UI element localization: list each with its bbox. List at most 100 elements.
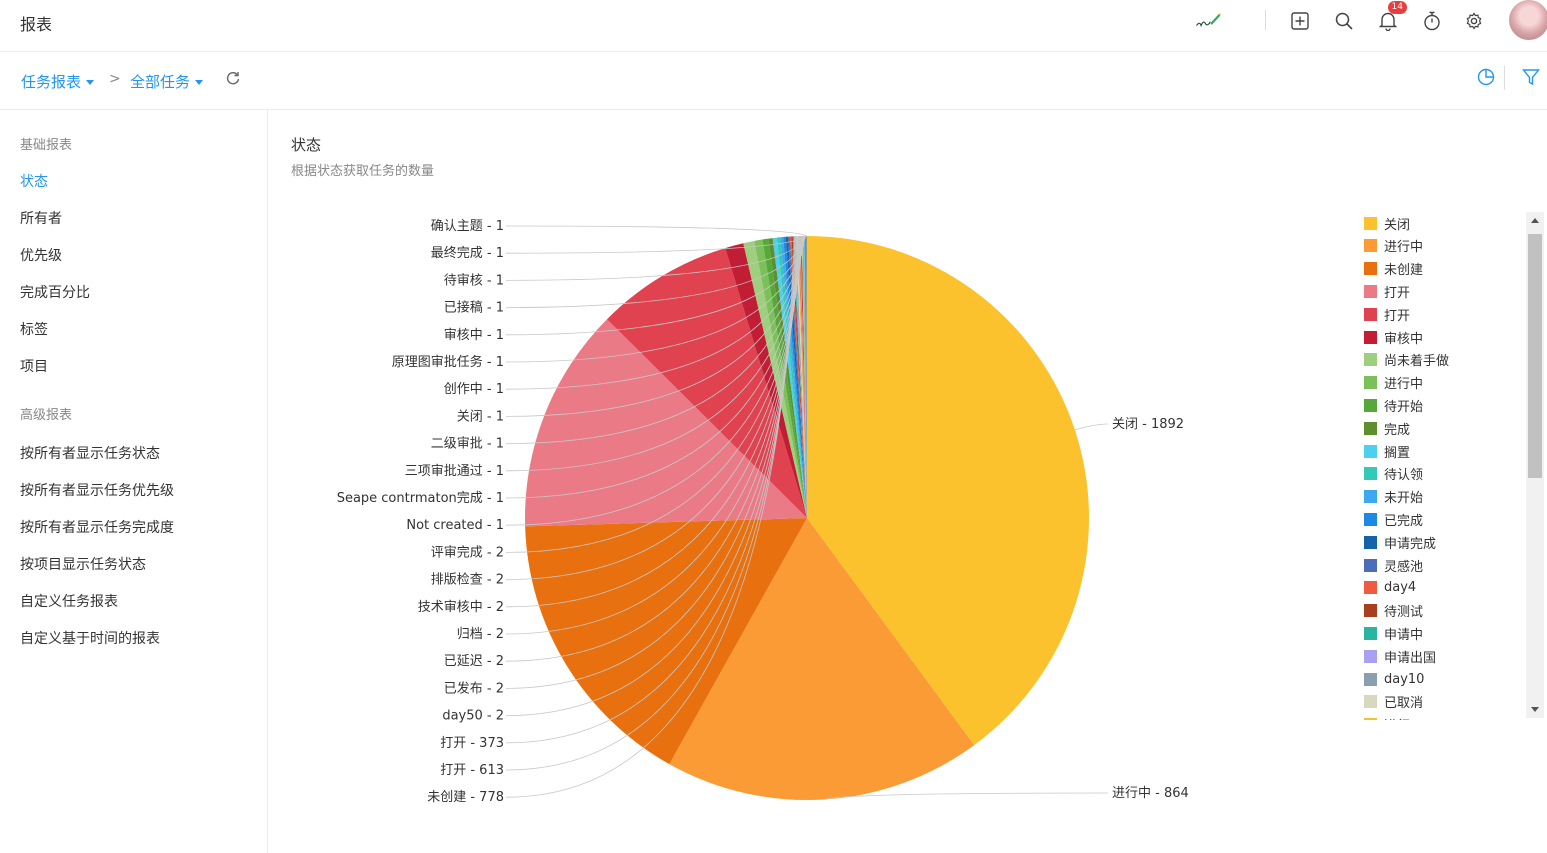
breadcrumb-all-tasks[interactable]: 全部任务 [130,71,204,92]
pie-slice[interactable] [525,319,807,527]
legend-item[interactable]: 搁置 [1364,441,1410,461]
legend-item[interactable]: 申请完成 [1364,532,1436,552]
pie-slice[interactable] [805,236,807,518]
legend-item[interactable]: day4 [1364,578,1416,598]
bell-icon[interactable]: 14 [1375,1,1407,34]
legend-item[interactable]: 尚未着手做 [1364,350,1449,370]
pie-slice[interactable] [607,248,807,518]
data-label: 技术审核中 - 2 [418,600,504,615]
legend-item[interactable]: 灵感池 [1364,555,1423,575]
pie-slice[interactable] [792,236,807,518]
add-icon[interactable] [1287,8,1313,34]
pie-slice[interactable] [804,236,807,518]
sidebar-item-completion[interactable]: 完成百分比 [20,285,90,301]
gear-icon[interactable] [1461,8,1487,34]
legend-item[interactable]: 完成 [1364,418,1410,438]
pie-slice[interactable] [801,236,807,518]
pie-slice[interactable] [725,243,807,518]
pie-slice[interactable] [768,238,807,518]
pie-slice[interactable] [801,236,807,518]
legend-item[interactable]: 待测试 [1364,601,1423,621]
legend-item[interactable]: 已取消 [1364,692,1423,712]
legend-swatch [1364,535,1377,549]
pie-slice[interactable] [800,236,807,519]
pie-slice[interactable] [669,518,975,801]
legend-item[interactable]: 进行中 [1364,373,1423,393]
sidebar-item-priority[interactable]: 优先级 [20,248,62,264]
sidebar-item-status[interactable]: 状态 [20,174,48,190]
legend-swatch [1364,581,1377,595]
pie-slice[interactable] [798,236,807,519]
avatar[interactable] [1509,0,1547,40]
pie-slice[interactable] [754,239,807,518]
data-label: 原理图审批任务 - 1 [392,354,504,370]
pie-slice[interactable] [798,236,807,518]
search-icon[interactable] [1331,8,1357,34]
pie-slice[interactable] [803,236,807,518]
filter-icon[interactable] [1522,68,1540,90]
legend-item[interactable]: 未创建 [1364,259,1423,279]
pie-slice[interactable] [791,236,807,518]
legend-item[interactable]: 待开始 [1364,395,1423,415]
scroll-down-icon[interactable] [1531,707,1539,712]
sidebar-item-owner-priority[interactable]: 按所有者显示任务优先级 [20,483,174,499]
breadcrumb-task-report[interactable]: 任务报表 [21,71,95,92]
sidebar-item-owner[interactable]: 所有者 [20,211,62,227]
pie-slice[interactable] [802,236,807,518]
pie-slice[interactable] [772,237,807,518]
pie-slice[interactable] [796,236,807,518]
legend-item[interactable]: 已完成 [1364,509,1423,529]
sidebar-item-custom-report[interactable]: 自定义任务报表 [20,594,118,610]
pie-slice[interactable] [805,236,807,518]
pie-slice[interactable] [793,236,807,518]
legend-item[interactable]: 进行中 [1364,236,1423,256]
sidebar-section-advanced: 高级报表 [20,408,73,423]
sidebar-item-custom-time-report[interactable]: 自定义基于时间的报表 [20,631,160,647]
pie-slice[interactable] [804,236,807,518]
pie-slice[interactable] [806,236,807,518]
sidebar-item-owner-completion[interactable]: 按所有者显示任务完成度 [20,520,174,536]
legend-item[interactable]: 打开 [1364,304,1410,324]
pie-slice[interactable] [804,236,807,518]
scroll-up-icon[interactable] [1531,218,1539,223]
legend-swatch [1364,216,1377,230]
pie-slice[interactable] [776,237,807,519]
legend-item[interactable]: 审核中 [1364,327,1423,347]
timer-icon[interactable] [1419,8,1445,34]
legend-item[interactable]: 申请出国 [1364,646,1436,666]
data-label: 已发布 - 2 [444,680,504,696]
pie-slice[interactable] [807,236,1089,746]
pie-chart-icon[interactable] [1477,68,1495,90]
legend-label: 申请中 [1384,627,1424,643]
pie-slice[interactable] [795,236,807,518]
legend-swatch [1364,626,1377,640]
legend-label: 尚未着手做 [1384,354,1450,370]
legend-scrollbar[interactable] [1526,212,1544,718]
pie-slice[interactable] [797,236,807,518]
sidebar-item-tags[interactable]: 标签 [20,322,48,338]
legend-item[interactable]: 申请中 [1364,623,1423,643]
legend-item[interactable]: 待认领 [1364,464,1423,484]
pie-slice[interactable] [805,236,807,519]
pie-slice[interactable] [802,236,807,518]
legend-swatch [1364,284,1377,298]
scroll-thumb[interactable] [1528,234,1542,478]
legend-item[interactable]: 未开始 [1364,487,1423,507]
pie-slice[interactable] [525,518,807,765]
data-label: 进行中 - 864 [1112,786,1189,801]
legend-label: day4 [1384,580,1417,596]
pie-slice[interactable] [799,236,807,518]
sidebar-item-project[interactable]: 项目 [20,359,48,375]
legend-swatch [1364,490,1377,504]
legend-item[interactable]: 打开 [1364,281,1410,301]
sign-icon[interactable] [1195,8,1221,34]
pie-slice[interactable] [783,236,807,518]
sidebar-item-project-status[interactable]: 按项目显示任务状态 [20,557,146,573]
refresh-icon[interactable] [226,71,240,89]
legend-item[interactable]: 进行 [1364,715,1410,720]
legend-item[interactable]: day10 [1364,669,1424,689]
pie-slice[interactable] [743,240,807,518]
legend-item[interactable]: 关闭 [1364,213,1410,233]
pie-slice[interactable] [803,236,807,518]
sidebar-item-owner-status[interactable]: 按所有者显示任务状态 [20,446,160,462]
